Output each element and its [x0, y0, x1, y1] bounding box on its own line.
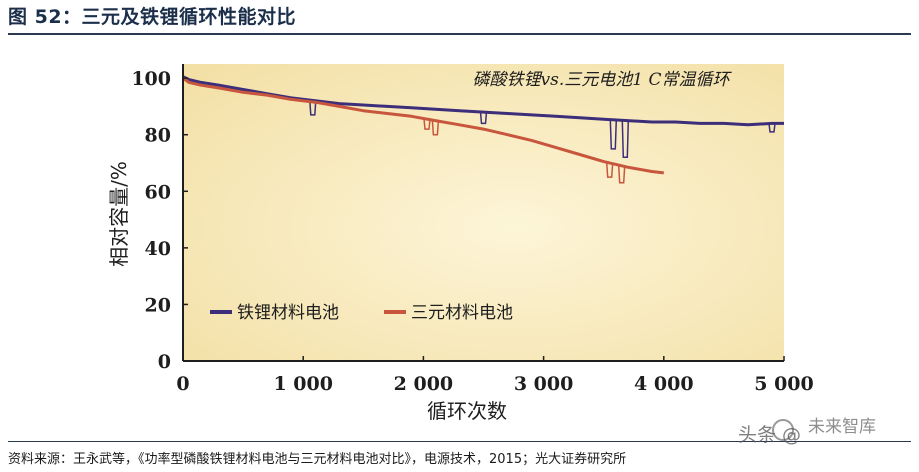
x-tick-label: 1 000	[273, 373, 333, 395]
x-tick-label: 3 000	[514, 373, 574, 395]
series-dip-ncm	[617, 165, 626, 184]
series-line-ncm	[182, 76, 664, 175]
chart-annotation: 磷酸铁锂vs.三元电池1 C常温循环	[473, 70, 733, 90]
y-tick-label: 0	[158, 351, 171, 373]
series-dip-lfp	[768, 123, 776, 133]
series-dip-lfp	[309, 100, 317, 116]
series-dip-ncm	[431, 120, 440, 136]
y-axis-label: 相对容量/%	[107, 161, 131, 267]
title-rule	[8, 33, 911, 35]
y-tick-label: 60	[145, 181, 171, 203]
x-tick-label: 5 000	[754, 373, 814, 395]
x-axis-label: 循环次数	[427, 399, 507, 423]
series-dip-lfp	[609, 119, 618, 150]
series-dip-ncm	[423, 119, 431, 130]
source-note: 资料来源：王永武等，《功率型磷酸铁锂材料电池与三元材料电池对比》，电源技术，20…	[8, 452, 627, 467]
series-line-lfp	[182, 75, 784, 127]
chart: 0 1 000 2 000 3 000 4 000 5 000 0 20 40 60 80 100 磷…	[107, 64, 814, 423]
series-layer	[182, 75, 784, 184]
source-rule	[8, 441, 911, 442]
x-tick-label: 2 000	[394, 373, 454, 395]
tick-layer: 0 1 000 2 000 3 000 4 000 5 000 0 20 40 60 80 100	[131, 68, 813, 395]
series-dip-lfp	[621, 120, 630, 159]
y-tick-label: 100	[131, 68, 171, 90]
series-dip-lfp	[479, 112, 488, 125]
y-tick-label: 80	[145, 125, 171, 147]
legend-label-ncm: 三元材料电池	[411, 303, 513, 323]
legend-label-lfp: 铁锂材料电池	[237, 303, 339, 323]
y-tick-label: 20	[145, 294, 171, 316]
watermark-text-right: 未来智库	[808, 417, 876, 437]
figure-title: 图 52：三元及铁锂循环性能对比	[8, 6, 297, 28]
x-tick-label: 4 000	[634, 373, 694, 395]
x-tick-label: 0	[176, 373, 189, 395]
watermark-logo-icon	[772, 419, 794, 441]
legend: 铁锂材料电池 三元材料电池	[210, 303, 513, 323]
y-tick-label: 40	[145, 238, 171, 260]
series-dip-ncm	[605, 162, 614, 178]
